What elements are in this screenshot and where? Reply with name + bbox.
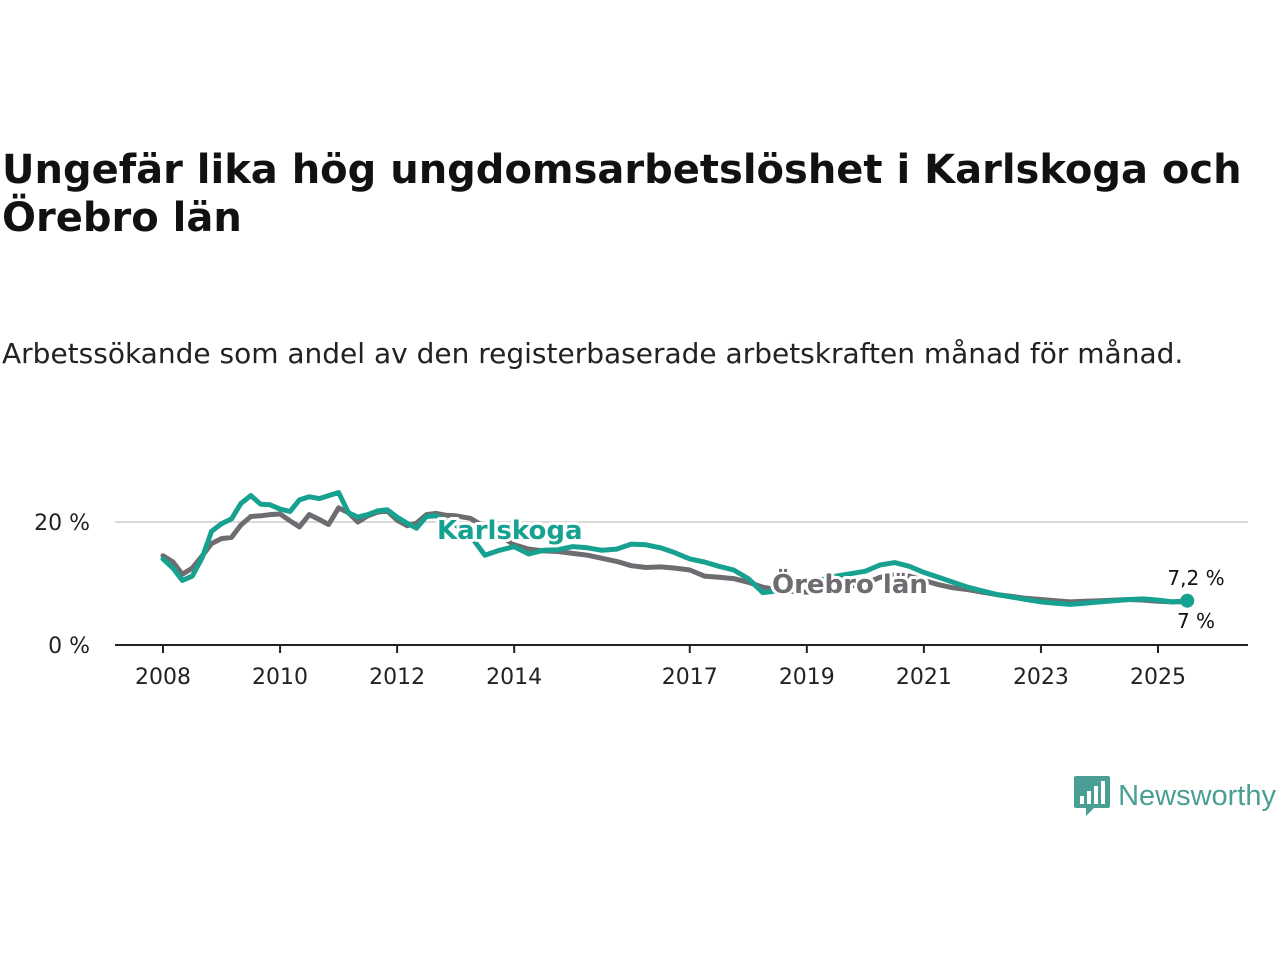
brand-logo: Newsworthy	[1074, 774, 1276, 818]
series-label-karlskoga: Karlskoga	[437, 516, 583, 546]
end-label-karlskoga: 7,2 %	[1167, 566, 1224, 590]
x-tick-label: 2021	[896, 665, 952, 690]
y-tick-label: 20 %	[34, 511, 90, 536]
x-tick-label: 2012	[369, 665, 425, 690]
x-tick-label: 2025	[1130, 665, 1186, 690]
series-line-karlskoga	[160, 490, 1190, 607]
chart-subtitle: Arbetssökande som andel av den registerb…	[2, 337, 1184, 370]
series-labels: Karlskoga Örebro län 7,2 % 7 %	[434, 513, 1227, 636]
series-layer	[160, 490, 1195, 608]
end-point-karlskoga	[1180, 593, 1195, 608]
x-tick-label: 2017	[662, 665, 718, 690]
x-tick-label: 2014	[486, 665, 542, 690]
x-axis: 0 % 20 % 2008 2010 2012 2014 2017 2019 2021 2023 2…	[34, 511, 1248, 690]
x-tick-label: 2019	[779, 665, 835, 690]
line-chart: 0 % 20 % 2008 2010 2012 2014 2017 2019 2021 2023 2…	[34, 490, 1248, 690]
x-tick-label: 2008	[135, 665, 191, 690]
y-tick-label: 0 %	[48, 634, 90, 659]
series-label-orebro-lan: Örebro län	[772, 567, 928, 600]
x-tick-label: 2010	[252, 665, 308, 690]
chart-title: Ungefär lika hög ungdomsarbetslöshet i K…	[2, 147, 1242, 241]
brand-name: Newsworthy	[1118, 779, 1276, 812]
end-label-orebro-lan: 7 %	[1177, 609, 1215, 633]
x-tick-label: 2023	[1013, 665, 1069, 690]
newsworthy-logo-icon	[1074, 776, 1111, 816]
